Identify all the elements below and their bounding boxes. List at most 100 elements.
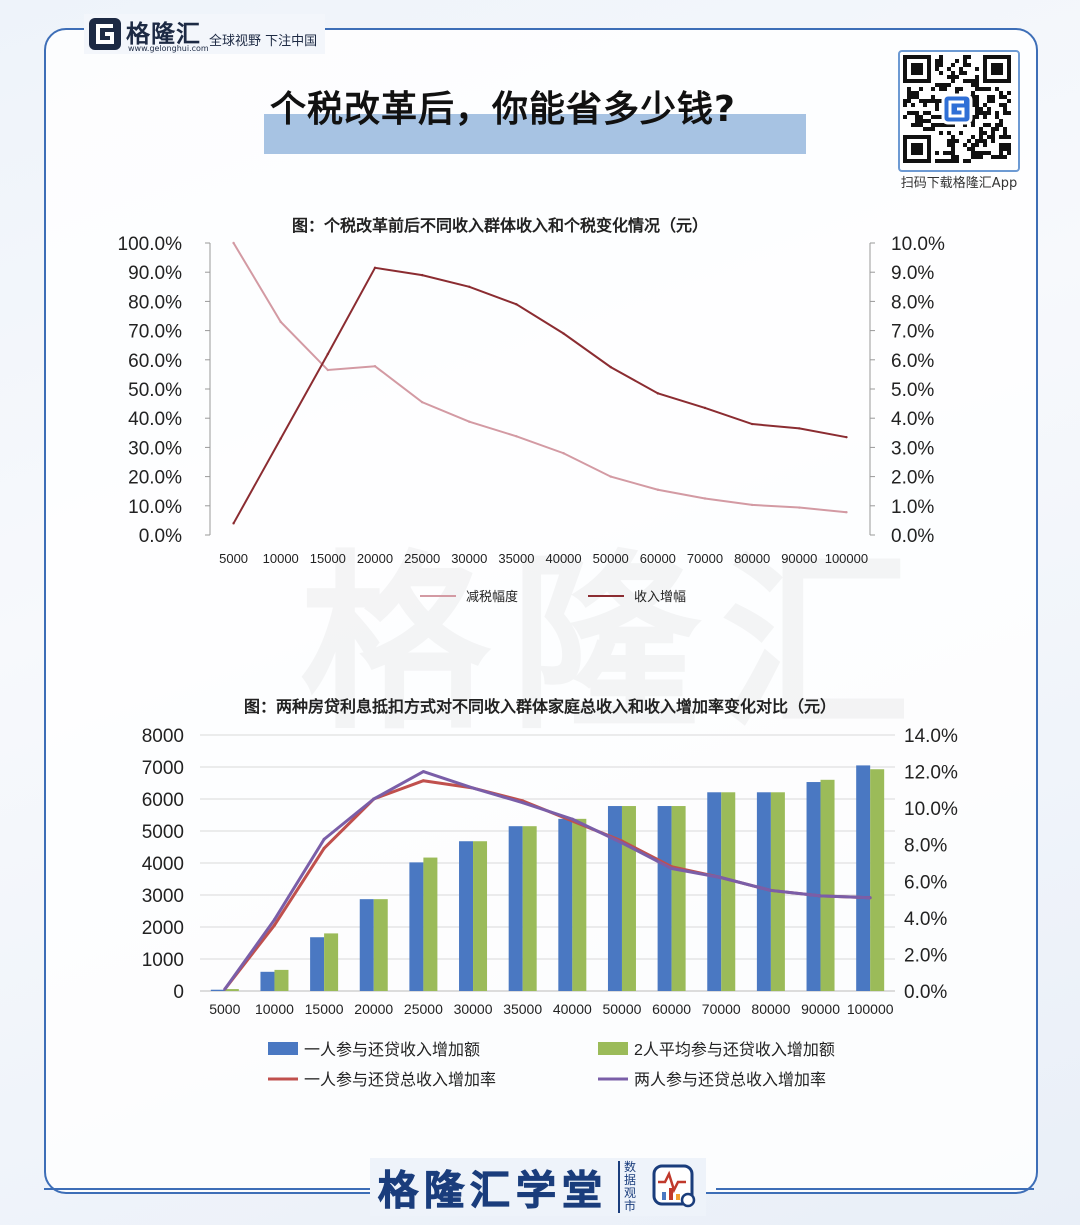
qr-module <box>1003 135 1007 139</box>
qr-module <box>939 63 943 67</box>
bar <box>373 899 388 991</box>
bar <box>671 806 686 991</box>
data-point <box>420 400 424 404</box>
qr-module <box>935 59 939 63</box>
qr-module <box>931 123 935 127</box>
bar <box>806 782 821 991</box>
qr-module <box>963 143 967 147</box>
y-right-tick-label: 8.0% <box>904 836 947 857</box>
qr-module <box>971 103 975 107</box>
chart1-svg: 100.0% 90.0% 80.0% 70.0% 60.0% 50.0% 40.0% 30.0… <box>118 234 945 604</box>
qr-module <box>987 95 991 99</box>
bar <box>820 779 835 991</box>
y-right-tick-label: 0.0% <box>904 982 947 1003</box>
qr-module <box>991 135 995 139</box>
qr-module <box>959 87 963 91</box>
y-left-tick-label: 7000 <box>142 758 184 779</box>
qr-module <box>919 87 923 91</box>
qr-module <box>1003 127 1007 131</box>
qr-module <box>975 111 979 115</box>
data-point <box>670 866 674 870</box>
qr-module <box>911 95 915 99</box>
qr-module <box>971 99 975 103</box>
x-tick-label: 35000 <box>498 551 534 566</box>
x-tick-label: 70000 <box>702 1001 741 1017</box>
x-tick-label: 90000 <box>801 1001 840 1017</box>
footer-line-left <box>44 1188 370 1190</box>
y-left-tick-label: 1000 <box>142 950 184 971</box>
y-right-tick-label: 7.0% <box>891 322 934 343</box>
qr-module <box>1007 135 1011 139</box>
bar <box>310 937 325 991</box>
qr-module <box>955 75 959 79</box>
y-left-tick-label: 20.0% <box>128 468 182 489</box>
data-point <box>656 488 660 491</box>
data-point <box>769 888 773 892</box>
qr-module <box>955 59 959 63</box>
y-left-tick-label: 50.0% <box>128 380 182 401</box>
qr-module <box>955 87 959 91</box>
qr-module <box>983 123 987 127</box>
bar <box>522 826 537 991</box>
title-highlight-bar <box>264 114 806 154</box>
data-point <box>272 923 276 927</box>
bar <box>459 841 474 991</box>
qr-module <box>931 115 935 119</box>
y-right-tick-label: 2.0% <box>891 468 934 489</box>
qr-module <box>955 155 959 159</box>
qr-module <box>955 139 959 143</box>
qr-module <box>999 143 1003 147</box>
qr-module <box>935 83 939 87</box>
qr-module <box>931 95 935 99</box>
brand-header: 格隆汇 全球视野 下注中国 www.gelonghui.com <box>84 14 326 54</box>
x-tick-label: 10000 <box>263 551 299 566</box>
qr-module <box>1003 147 1007 151</box>
y-left-tick-label: 0 <box>173 982 184 1003</box>
bar <box>423 857 438 991</box>
x-tick-label: 60000 <box>652 1001 691 1017</box>
qr-module <box>987 107 991 111</box>
qr-module <box>999 119 1003 123</box>
qr-module <box>987 87 991 91</box>
brand-domain: www.gelonghui.com <box>128 44 209 53</box>
data-point <box>819 894 823 898</box>
data-point <box>620 841 624 845</box>
qr-module <box>947 67 951 71</box>
qr-module <box>915 91 919 95</box>
qr-module <box>995 127 999 131</box>
qr-module <box>947 151 951 155</box>
qr-module <box>935 115 939 119</box>
qr-code[interactable] <box>898 50 1020 172</box>
x-tick-label: 15000 <box>310 551 346 566</box>
qr-module <box>975 99 979 103</box>
y-left-tick-label: 4000 <box>142 854 184 875</box>
qr-module <box>995 123 999 127</box>
data-point <box>326 352 330 356</box>
qr-module <box>983 131 987 135</box>
qr-module <box>943 151 947 155</box>
qr-module <box>979 107 983 111</box>
qr-module <box>987 151 991 155</box>
y-left-tick-label: 40.0% <box>128 409 182 430</box>
qr-module <box>987 123 991 127</box>
qr-finder <box>991 63 1003 75</box>
data-point <box>570 817 574 821</box>
qr-module <box>1003 111 1007 115</box>
qr-module <box>947 123 951 127</box>
qr-module <box>975 67 979 71</box>
watermark-text: 格隆汇 <box>300 534 931 755</box>
data-point <box>232 522 235 525</box>
qr-module <box>963 79 967 83</box>
qr-caption: 扫码下载格隆汇App <box>900 176 1018 191</box>
qr-module <box>935 63 939 67</box>
qr-module <box>979 151 983 155</box>
qr-module <box>971 95 975 99</box>
x-tick-label: 60000 <box>640 551 676 566</box>
qr-module <box>971 123 975 127</box>
qr-module <box>915 111 919 115</box>
qr-module <box>915 95 919 99</box>
qr-module <box>975 143 979 147</box>
qr-module <box>919 119 923 123</box>
data-point <box>750 422 754 426</box>
qr-module <box>967 79 971 83</box>
